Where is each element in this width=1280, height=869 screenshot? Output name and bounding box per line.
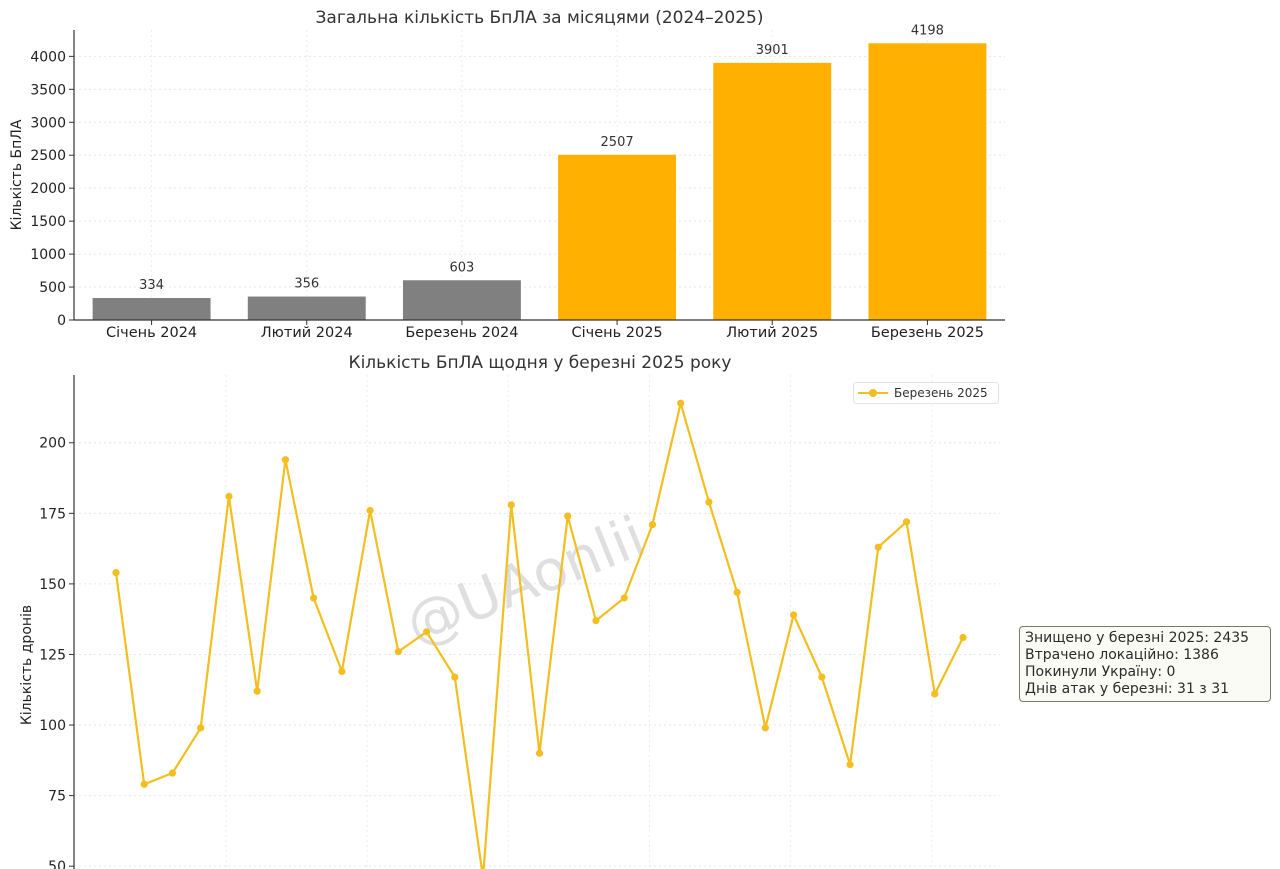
line-chart-ytick-label: 100	[39, 718, 66, 734]
data-point	[535, 749, 544, 757]
stat-lost-locally: Втрачено локаційно: 1386	[1025, 647, 1219, 663]
data-point	[366, 506, 374, 515]
data-point	[705, 498, 713, 506]
line-chart-legend: Березень 2025	[853, 382, 999, 404]
bar-chart-ytick-label: 0	[57, 313, 66, 329]
bar-value-label: 603	[450, 260, 475, 275]
data-point	[310, 594, 318, 602]
data-point	[733, 588, 741, 596]
stat-attack-days: Днів атак у березні: 31 з 31	[1025, 681, 1230, 697]
line-chart-title: Кількість БпЛА щодня у березні 2025 року	[349, 353, 732, 373]
bar-chart-category-label: Лютий 2024	[261, 325, 353, 341]
data-point	[225, 492, 233, 500]
bar-chart-ytick-label: 3000	[30, 115, 66, 131]
bar	[402, 280, 521, 320]
legend-line-marker-icon	[858, 388, 888, 398]
line-chart-ytick-label: 125	[39, 647, 66, 663]
bar	[868, 43, 987, 321]
bar	[713, 62, 832, 320]
line-chart-ylabel: Кількість дронів	[19, 605, 35, 725]
bar-value-label: 2507	[601, 135, 634, 150]
bar-chart-category-label: Березень 2025	[871, 325, 984, 341]
line-chart-ytick-label: 75	[48, 789, 66, 805]
data-point	[620, 594, 628, 602]
bar-chart-category-label: Березень 2024	[405, 325, 518, 341]
data-point	[592, 616, 600, 625]
bar	[247, 296, 366, 320]
data-point	[648, 521, 657, 529]
data-point	[112, 569, 120, 577]
stats-box: Знищено у березні 2025: 2435 Втрачено ло…	[1019, 626, 1271, 702]
data-point	[761, 724, 769, 732]
line-chart-ytick-label: 175	[39, 506, 66, 522]
data-point	[874, 543, 882, 551]
bar-value-label: 3901	[756, 43, 789, 58]
bar-chart-ytick-label: 3500	[30, 82, 66, 98]
data-point	[451, 673, 459, 681]
data-point	[394, 648, 402, 656]
stat-left-ukraine: Покинули Україну: 0	[1025, 664, 1176, 680]
bar-value-label: 4198	[911, 23, 944, 38]
bar-chart-ytick-label: 1000	[30, 247, 66, 263]
bar	[558, 154, 677, 320]
data-point	[507, 501, 515, 509]
bar-chart-ytick-label: 1500	[30, 214, 66, 230]
data-point	[168, 769, 177, 777]
data-point	[846, 760, 854, 769]
bar-value-label: 334	[139, 278, 164, 293]
data-point	[197, 724, 205, 732]
data-point	[422, 628, 431, 636]
data-point	[959, 633, 967, 642]
line-chart-ytick-label: 150	[39, 577, 66, 593]
bar-chart-title: Загальна кількість БпЛА за місяцями (202…	[316, 8, 764, 28]
bar	[92, 297, 211, 320]
bar-chart-ytick-label: 4000	[30, 49, 66, 65]
data-point	[677, 399, 685, 407]
data-point	[281, 456, 289, 464]
data-point	[818, 673, 826, 681]
stat-destroyed: Знищено у березні 2025: 2435	[1025, 630, 1250, 646]
series-line-march-2025	[114, 402, 964, 869]
legend-label: Березень 2025	[894, 386, 988, 400]
bar-chart-category-label: Січень 2024	[106, 325, 197, 341]
bar-chart-category-label: Лютий 2025	[726, 325, 818, 341]
data-point	[338, 667, 346, 676]
bar-chart-ytick-label: 2000	[30, 181, 66, 197]
data-point	[902, 518, 911, 526]
line-chart: Кількість БпЛА щодня у березні 2025 року…	[19, 353, 1000, 869]
bar-chart-ytick-label: 2500	[30, 148, 66, 164]
bar-chart: Загальна кількість БпЛА за місяцями (202…	[9, 8, 1005, 341]
bar-chart-ylabel: Кількість БпЛА	[9, 119, 25, 230]
data-point	[931, 690, 939, 698]
data-point	[140, 780, 148, 788]
data-point	[253, 687, 261, 695]
line-chart-ytick-label: 50	[48, 859, 66, 869]
data-point	[790, 611, 798, 619]
line-chart-ytick-label: 200	[39, 436, 66, 452]
bar-chart-category-label: Січень 2025	[571, 325, 662, 341]
data-point	[564, 512, 572, 520]
bar-value-label: 356	[294, 277, 319, 292]
bar-chart-ytick-label: 500	[39, 280, 66, 296]
